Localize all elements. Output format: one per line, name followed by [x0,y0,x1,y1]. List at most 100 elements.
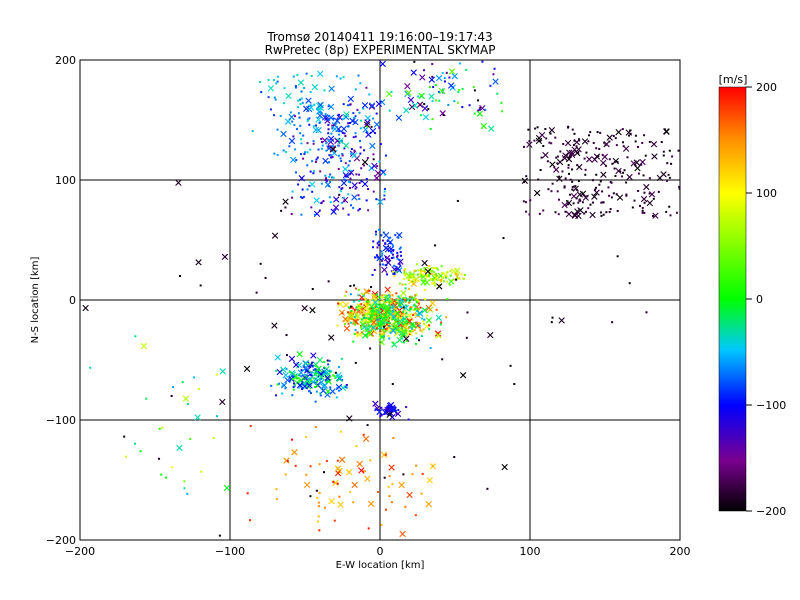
data-point-cross [307,104,315,111]
data-point-dot [546,160,549,163]
data-point-dot [601,154,604,157]
data-point-dot [314,400,317,403]
data-point-dot [369,347,372,350]
data-point-dot [305,375,308,378]
data-point-dot [365,300,368,303]
data-point-dot [370,286,373,289]
data-point-dot [599,131,602,134]
data-point-dot [438,99,441,102]
data-point-dot [312,142,315,145]
data-point-dot [537,178,540,181]
data-point-cross [194,414,201,421]
data-point-cross [316,112,324,119]
data-point-dot [374,316,377,319]
data-point-dot [310,75,313,78]
data-point-dot [284,206,287,209]
data-point-dot [358,111,361,114]
data-point-dot [294,464,297,467]
data-point-dot [285,334,288,337]
data-point-dot [306,142,309,145]
data-point-dot [405,318,408,321]
data-point-dot [368,289,371,292]
data-point-dot [383,190,386,193]
data-point-dot [536,126,539,129]
data-point-dot [343,196,346,199]
data-point-dot [360,180,363,183]
data-point-dot [335,75,338,78]
data-point-dot [383,294,386,297]
data-point-dot [414,269,417,272]
data-point-dot [381,263,384,266]
data-point-dot [426,314,429,317]
data-point-dot [272,79,275,82]
data-point-dot [365,316,368,319]
data-point-dot [379,327,382,330]
data-point-dot [325,180,328,183]
data-point-dot [341,152,344,155]
data-point-dot [352,501,355,504]
data-point-dot [389,407,392,410]
data-point-dot [575,145,578,148]
data-point-dot [297,112,300,115]
data-point-dot [592,201,595,204]
data-point-cross [195,259,202,266]
data-point-dot [430,273,433,276]
data-point-dot [379,308,382,311]
data-point-dot [578,198,581,201]
data-point-cross [535,137,543,145]
data-point-dot [445,316,448,319]
data-point-dot [410,326,413,329]
data-point-dot [433,281,436,284]
data-point-dot [314,160,317,163]
data-point-dot [598,147,601,150]
data-point-dot [554,211,557,214]
data-point-dot [323,366,326,369]
data-point-dot [316,368,319,371]
data-point-dot [313,372,316,375]
data-point-dot [336,144,339,147]
data-point-cross [406,491,413,499]
data-point-dot [327,132,330,135]
data-point-dot [311,160,314,163]
data-point-dot [368,300,371,303]
data-point-dot [312,170,315,173]
data-point-dot [341,154,344,157]
data-point-dot [423,69,426,72]
data-point-dot [315,364,318,367]
data-point-dot [602,213,605,216]
data-point-dot [325,381,328,384]
data-point-dot [343,147,346,150]
data-point-cross [334,465,342,472]
data-point-cross [384,295,391,303]
data-point-cross [448,278,455,285]
data-point-dot [587,207,590,210]
data-point-dot [365,335,368,338]
data-point-dot [625,193,628,196]
data-point-dot [309,379,312,382]
data-point-cross [395,114,403,121]
data-point-cross [591,193,598,200]
data-point-cross [340,125,348,133]
data-point-dot [457,101,460,104]
data-point-dot [602,201,605,204]
data-point-dot [378,315,381,318]
data-point-cross [616,194,624,201]
data-point-dot [456,277,459,280]
data-point-cross [643,183,650,191]
data-point-dot [529,199,532,202]
data-point-dot [384,327,387,330]
data-point-dot [328,154,331,157]
data-point-cross [361,158,369,166]
data-point-dot [637,172,640,175]
data-point-dot [449,274,452,277]
data-point-cross [378,98,386,106]
data-point-cross [401,315,409,323]
data-point-cross [379,60,386,68]
data-point-dot [311,190,314,193]
data-point-dot [386,240,389,243]
data-point-dot [300,90,303,93]
data-point-dot [453,100,456,103]
data-point-cross [582,194,589,201]
data-point-dot [391,483,394,486]
colorbar-ticks: −200 −100 0 100 200 [746,81,786,518]
